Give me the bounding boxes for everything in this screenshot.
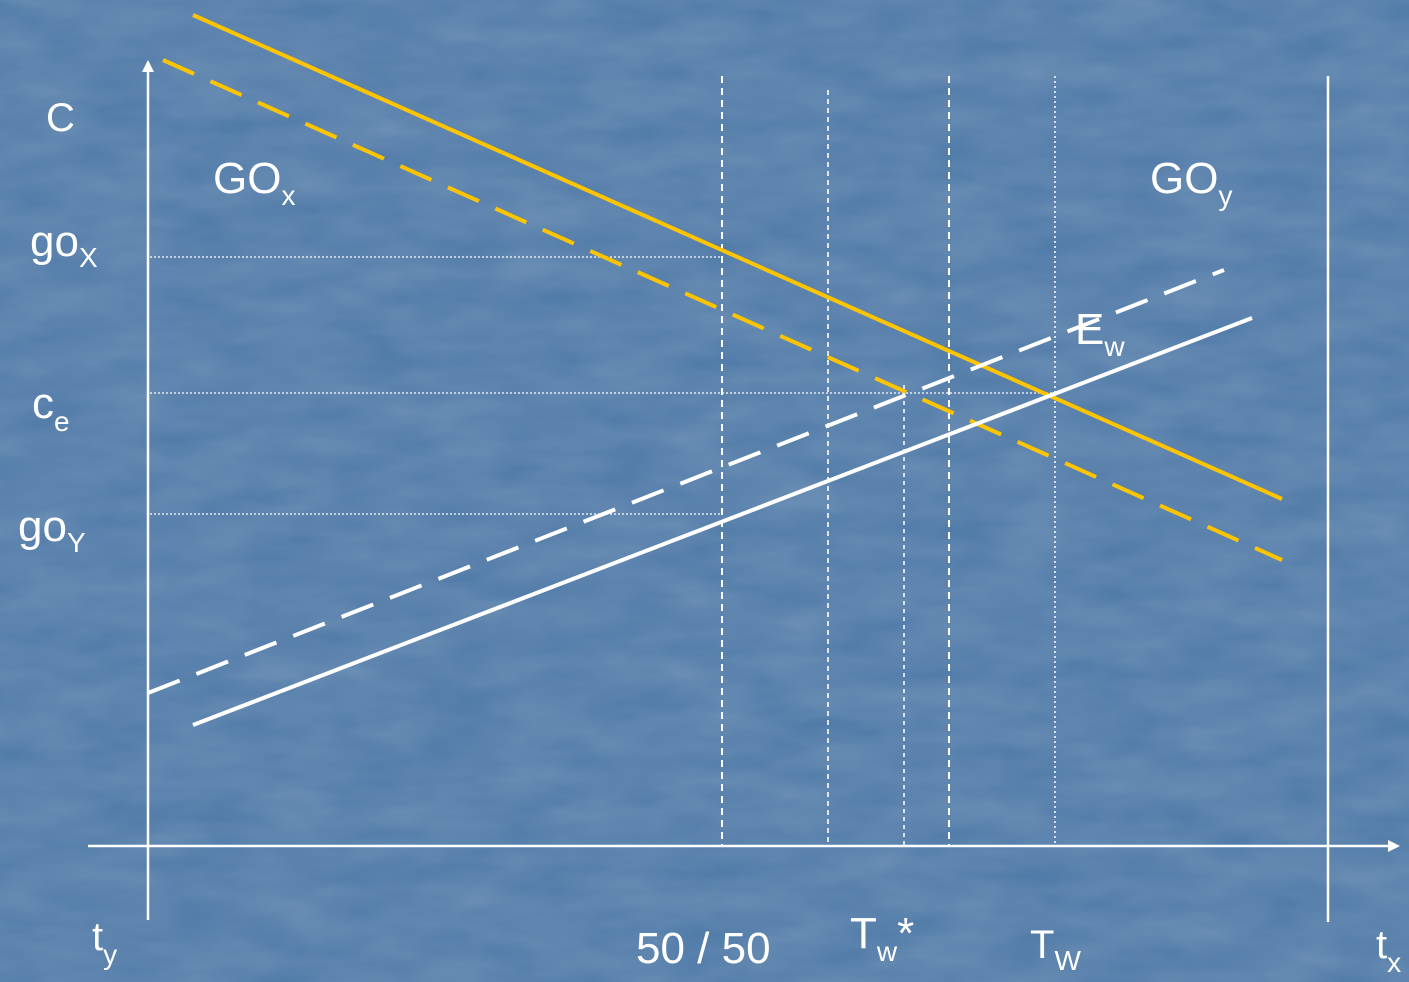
region-left-label: GOx — [213, 154, 295, 211]
region-right-label: GOy — [1150, 154, 1232, 211]
white-dashed-curve — [147, 268, 1225, 695]
go-y-label: goY — [18, 502, 86, 558]
t-y-label: ty — [92, 915, 117, 970]
go-x-label: goX — [30, 217, 98, 273]
yellow-solid-curve — [192, 13, 1283, 501]
yellow-dashed-curve — [162, 58, 1283, 562]
fifty-fifty-label: 50 / 50 — [636, 924, 771, 973]
white-solid-curve — [192, 316, 1253, 727]
t-w-label: TW — [1030, 923, 1081, 976]
t-w-star-label: Tw* — [850, 909, 914, 967]
t-x-label: tx — [1376, 923, 1401, 978]
y-axis-label: C — [46, 96, 75, 140]
equilibrium-e-w-label: Ew — [1075, 305, 1125, 362]
c-e-label: ce — [32, 379, 70, 437]
